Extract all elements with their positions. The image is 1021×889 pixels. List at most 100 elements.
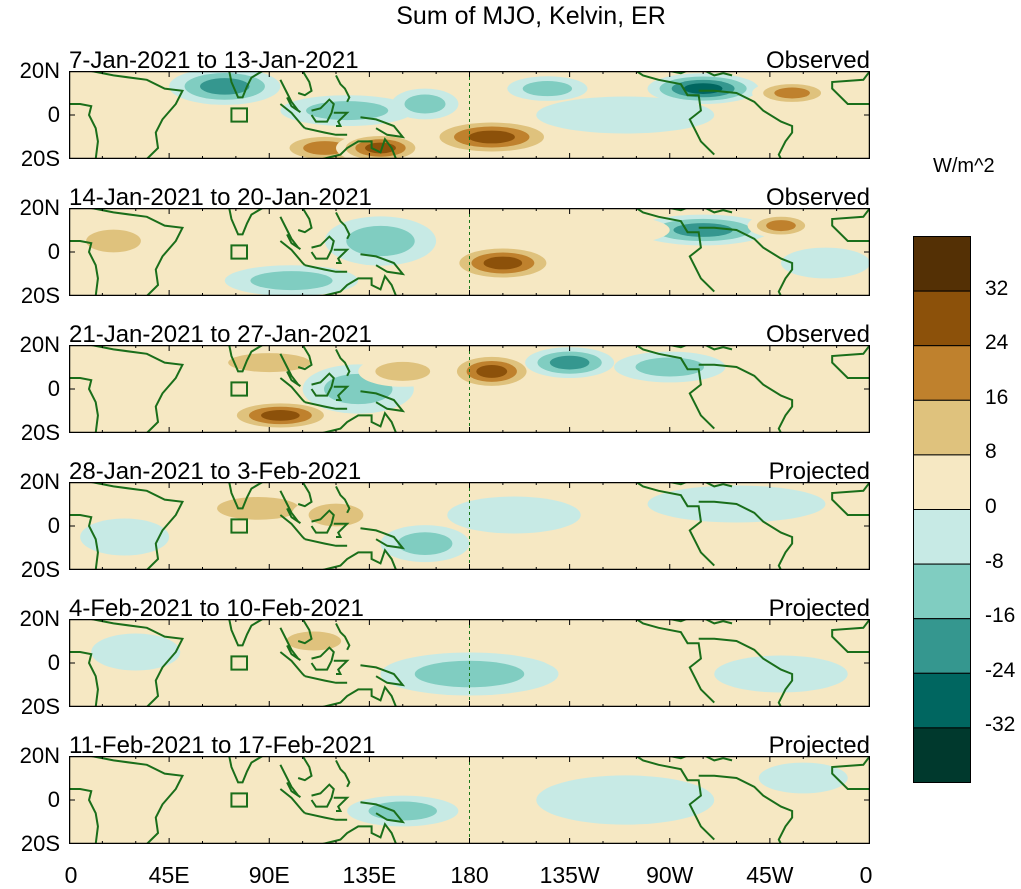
coastline [831,619,870,653]
anomaly-contour [447,496,581,534]
coastline [310,372,335,397]
coastline [322,137,398,159]
coastline [831,71,870,105]
colorbar-swatch [913,399,971,456]
x-tick-label: 0 [859,862,873,888]
coastline [322,274,398,296]
anomaly-contour [714,373,848,405]
coastline [228,345,264,373]
anomaly-contour [404,94,446,114]
coastline [635,208,715,293]
panel-kind: Observed [765,47,870,74]
coastline [228,71,264,99]
coastline [228,482,264,510]
panel-6: 11-Feb-2021 to 17-Feb-2021 Projected [69,732,870,844]
coastline [635,756,715,841]
y-tick-label: 20N [19,332,60,357]
anomaly-contour [549,355,590,370]
coastline [310,646,335,671]
coastline [704,71,733,77]
y-tick-label: 20N [19,743,60,768]
coastline [698,500,794,570]
anomaly-map [69,71,870,159]
coastline [279,788,306,814]
colorbar-swatch [913,454,971,510]
coastline [322,411,398,433]
anomaly-contour [714,655,848,693]
anomaly-contour [483,256,523,270]
y-tick-label: 20S [20,557,60,582]
x-tick-label: 45W [746,862,794,888]
colorbar-swatch [913,345,971,401]
colorbar-tick-label: 32 [985,276,1009,300]
colorbar-swatch [913,290,971,347]
anomaly-contour [261,410,300,421]
panel-period: 11-Feb-2021 to 17-Feb-2021 [69,732,376,759]
coastline [360,527,406,550]
coastline [333,385,350,401]
coastline [310,98,335,123]
region-box [230,381,249,397]
panel-period: 21-Jan-2021 to 27-Jan-2021 [69,321,372,348]
panel-period: 14-Jan-2021 to 20-Jan-2021 [69,184,372,211]
coastline [698,774,794,844]
y-tick-label: 20S [20,146,60,171]
coastline [310,235,335,260]
region-box [230,518,249,534]
anomaly-contour [91,362,181,394]
coastline [333,248,350,264]
coastline [69,71,185,159]
anomaly-map [69,208,870,296]
y-tick-label: 0 [47,650,60,675]
coastline [335,485,351,514]
panel-period: 4-Feb-2021 to 10-Feb-2021 [69,595,364,622]
coastline [279,79,301,113]
anomaly-contour [169,669,281,701]
anomaly-contour [86,229,141,253]
coastline [698,226,794,296]
panel-5: 4-Feb-2021 to 10-Feb-2021 Projected [69,595,870,707]
coastline [304,127,348,136]
anomaly-contour [303,141,347,155]
coastline [279,216,301,250]
coastline [228,208,264,236]
colorbar-swatch [913,618,971,674]
y-tick-label: 20N [19,58,60,83]
panel-kind: Observed [765,321,870,348]
x-tick-label: 135W [539,862,600,888]
coastline [297,71,313,97]
coastline [635,482,715,567]
anomaly-contour [80,518,170,556]
y-tick-label: 0 [47,102,60,127]
coastline [228,619,264,647]
colorbar-swatch [913,563,971,620]
anomaly-contour [673,223,733,237]
region-box [230,107,249,123]
coastline [698,637,794,707]
coastline [335,74,351,103]
anomaly-contour [180,811,270,842]
colorbar-tick-label: 24 [985,331,1009,355]
coastline [704,482,733,488]
anomaly-contour [397,532,453,555]
coastline [69,514,99,570]
coastline [69,619,185,707]
coastline [698,89,794,159]
anomaly-map [69,482,870,570]
coastline [69,377,99,433]
y-tick-label: 20N [19,195,60,220]
anomaly-map [69,619,870,707]
anomaly-contour [202,770,336,808]
coastline [831,345,870,379]
coastline [69,103,99,159]
coastline [279,651,306,677]
coastline [831,756,870,790]
anomaly-contour [766,220,796,232]
anomaly-contour [306,101,389,121]
colorbar-tick-label: -16 [985,604,1016,628]
coastline [304,538,348,547]
colorbar-swatch [913,672,971,729]
coastline [69,208,185,296]
coastline [69,651,99,707]
coastline [279,490,301,524]
